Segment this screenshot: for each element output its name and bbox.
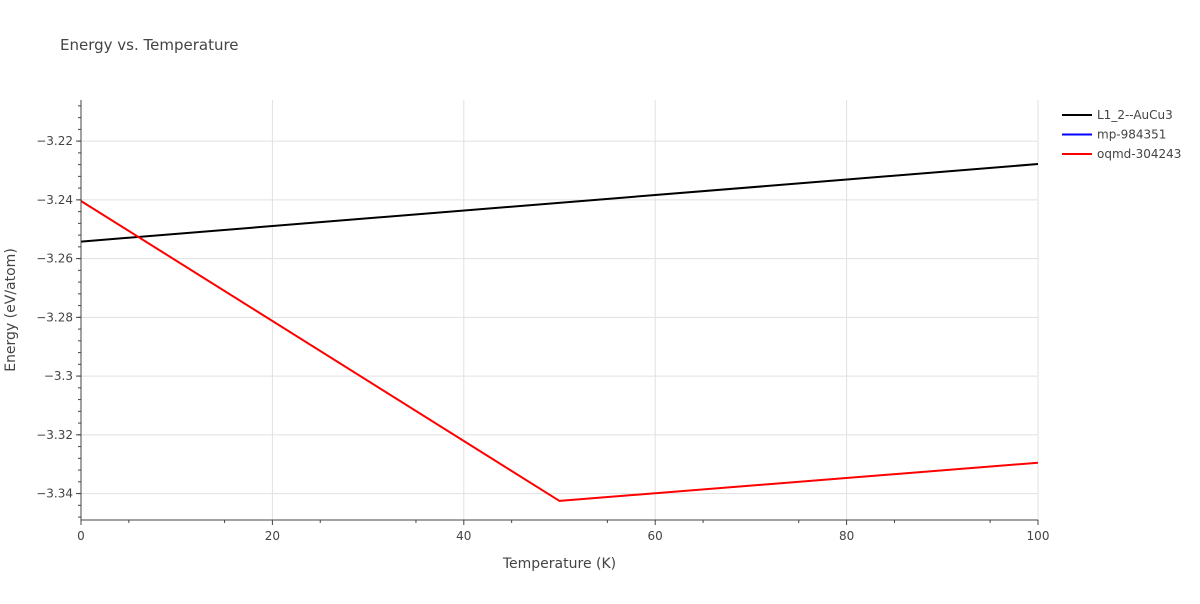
y-tick-label: −3.24: [36, 193, 73, 207]
y-tick-label: −3.32: [36, 428, 73, 442]
legend-item[interactable]: mp-984351: [1062, 128, 1166, 142]
legend-item[interactable]: oqmd-304243: [1062, 147, 1181, 161]
chart-title: Energy vs. Temperature: [60, 36, 239, 54]
y-tick-label: −3.34: [36, 487, 73, 501]
legend-label: oqmd-304243: [1097, 147, 1181, 161]
legend: L1_2--AuCu3 mp-984351 oqmd-304243: [1062, 108, 1181, 161]
series-line-L1_2--AuCu3: [80, 163, 1039, 243]
plot-area: [80, 163, 1039, 502]
x-tick-label: 40: [456, 529, 471, 543]
x-tick-label: 100: [1027, 529, 1050, 543]
x-tick-label: 60: [648, 529, 663, 543]
x-axis-title: Temperature (K): [502, 556, 616, 572]
y-tick-label: −3.3: [44, 369, 73, 383]
axes: 0 20 40 60 80 100 −3.22 −3.24 −3.26 −3.28 −3.3 −3.3…: [36, 100, 1049, 543]
y-tick-label: −3.22: [36, 134, 73, 148]
series-line-oqmd-304243: [80, 200, 1039, 502]
grid: [81, 100, 1039, 520]
y-tick-label: −3.26: [36, 252, 73, 266]
legend-item[interactable]: L1_2--AuCu3: [1062, 108, 1173, 122]
legend-label: mp-984351: [1097, 128, 1166, 142]
x-tick-label: 0: [77, 529, 85, 543]
legend-label: L1_2--AuCu3: [1097, 108, 1173, 122]
x-tick-label: 20: [265, 529, 280, 543]
x-tick-label: 80: [839, 529, 854, 543]
y-tick-label: −3.28: [36, 310, 73, 324]
y-axis-title: Energy (eV/atom): [3, 248, 19, 372]
